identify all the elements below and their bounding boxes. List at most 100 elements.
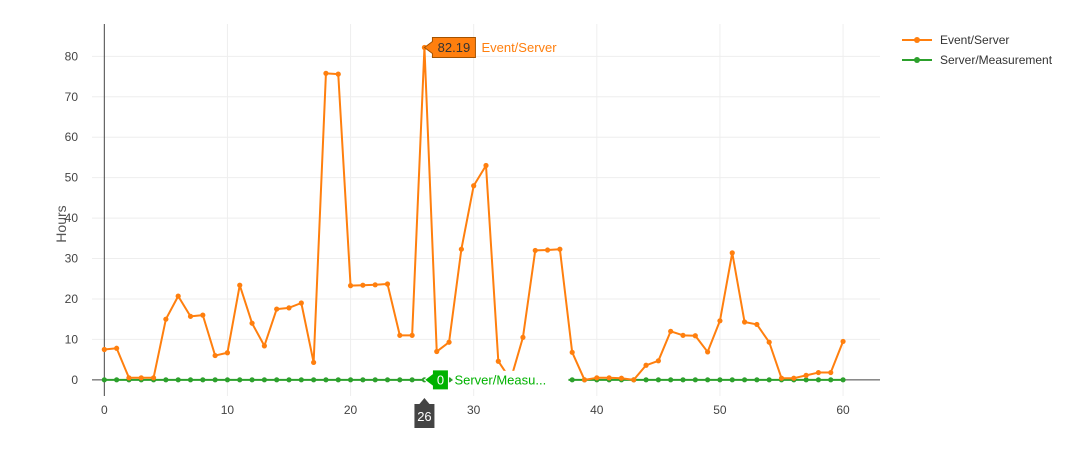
data-point[interactable]	[815, 377, 822, 383]
data-point[interactable]	[655, 358, 661, 364]
data-point[interactable]	[495, 358, 501, 364]
data-point[interactable]	[286, 377, 292, 383]
data-point[interactable]	[668, 377, 674, 383]
data-point[interactable]	[717, 318, 723, 324]
data-point[interactable]	[298, 300, 304, 306]
data-point[interactable]	[766, 339, 772, 345]
data-point[interactable]	[705, 377, 711, 383]
legend-item-event-server[interactable]: Event/Server	[902, 33, 1009, 47]
data-point[interactable]	[532, 247, 538, 254]
data-point[interactable]	[200, 312, 206, 318]
data-point[interactable]	[335, 71, 341, 77]
data-point[interactable]	[163, 377, 169, 383]
data-point[interactable]	[581, 377, 588, 383]
data-point[interactable]	[840, 338, 846, 345]
data-point[interactable]	[754, 377, 760, 383]
data-point[interactable]	[434, 348, 440, 355]
data-point[interactable]	[643, 362, 649, 368]
data-point[interactable]	[655, 377, 661, 383]
data-point[interactable]	[323, 70, 329, 76]
data-point[interactable]	[754, 321, 760, 328]
data-point[interactable]	[237, 282, 243, 288]
data-point[interactable]	[840, 377, 846, 383]
data-point[interactable]	[766, 377, 772, 383]
data-point[interactable]	[557, 246, 563, 252]
data-point[interactable]	[791, 375, 797, 381]
data-point[interactable]	[569, 349, 575, 355]
data-point[interactable]	[717, 377, 723, 383]
data-point[interactable]	[803, 372, 809, 378]
data-point[interactable]	[101, 377, 107, 383]
data-point[interactable]	[249, 377, 255, 383]
data-point[interactable]	[729, 377, 735, 383]
data-point[interactable]	[680, 332, 686, 338]
data-point[interactable]	[458, 246, 464, 252]
data-point[interactable]	[237, 377, 243, 383]
data-point[interactable]	[150, 375, 157, 381]
data-point[interactable]	[483, 162, 489, 169]
data-point[interactable]	[778, 375, 785, 381]
data-point[interactable]	[384, 281, 391, 287]
data-point[interactable]	[409, 332, 415, 338]
data-point[interactable]	[212, 377, 218, 383]
data-point[interactable]	[705, 349, 711, 355]
data-point[interactable]	[606, 375, 612, 381]
data-point[interactable]	[643, 377, 649, 383]
data-point[interactable]	[224, 350, 231, 356]
data-point[interactable]	[372, 282, 378, 288]
data-point[interactable]	[409, 377, 415, 383]
data-point[interactable]	[347, 283, 354, 289]
data-point[interactable]	[360, 282, 366, 288]
data-point[interactable]	[372, 377, 378, 383]
data-point[interactable]	[114, 377, 120, 383]
data-point[interactable]	[397, 377, 403, 383]
data-point[interactable]	[261, 343, 267, 349]
data-point[interactable]	[249, 320, 255, 326]
data-point[interactable]	[828, 369, 834, 376]
data-point[interactable]	[544, 247, 551, 253]
data-point[interactable]	[114, 345, 120, 351]
data-point[interactable]	[187, 313, 194, 319]
data-point[interactable]	[471, 183, 477, 189]
data-point[interactable]	[175, 293, 181, 299]
data-point[interactable]	[803, 377, 809, 383]
data-point[interactable]	[274, 377, 280, 383]
data-point[interactable]	[261, 377, 267, 383]
data-point[interactable]	[384, 377, 391, 383]
data-point[interactable]	[335, 377, 341, 383]
data-point[interactable]	[163, 316, 169, 322]
data-point[interactable]	[224, 377, 231, 383]
data-point[interactable]	[175, 377, 181, 383]
data-point[interactable]	[692, 377, 698, 383]
data-point[interactable]	[274, 306, 280, 312]
data-point[interactable]	[520, 334, 526, 340]
data-point[interactable]	[347, 377, 354, 383]
legend[interactable]: Event/Server Server/Measurement	[902, 33, 1053, 67]
data-point[interactable]	[815, 369, 822, 376]
data-point[interactable]	[397, 332, 403, 338]
data-point[interactable]	[138, 375, 144, 381]
data-point[interactable]	[212, 352, 218, 359]
data-point[interactable]	[323, 377, 329, 383]
data-point[interactable]	[680, 377, 686, 383]
data-point[interactable]	[692, 333, 698, 339]
data-point[interactable]	[569, 377, 575, 383]
data-point[interactable]	[286, 305, 292, 311]
data-point[interactable]	[828, 377, 834, 383]
data-point[interactable]	[631, 377, 637, 383]
data-point[interactable]	[741, 319, 748, 325]
data-point[interactable]	[360, 377, 366, 383]
data-point[interactable]	[298, 377, 304, 383]
legend-item-server-measurement[interactable]: Server/Measurement	[902, 53, 1053, 67]
data-point[interactable]	[101, 346, 107, 353]
data-point[interactable]	[311, 359, 317, 366]
data-point[interactable]	[187, 377, 194, 383]
data-point[interactable]	[618, 375, 625, 381]
data-point[interactable]	[311, 377, 317, 383]
data-point[interactable]	[741, 377, 748, 383]
data-point[interactable]	[594, 375, 600, 381]
data-point[interactable]	[200, 377, 206, 383]
data-point[interactable]	[126, 375, 132, 381]
data-point[interactable]	[729, 250, 735, 256]
series-event-server[interactable]	[101, 44, 846, 383]
